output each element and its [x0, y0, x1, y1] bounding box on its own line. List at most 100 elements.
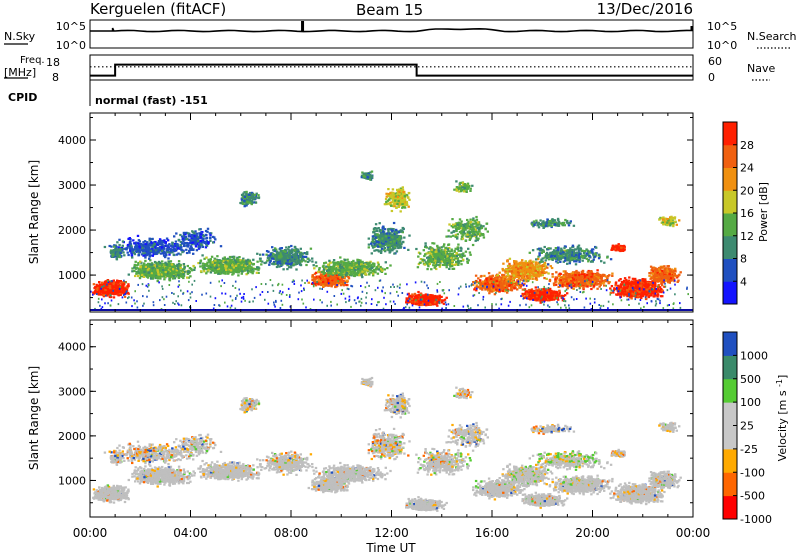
power-cell [342, 261, 346, 264]
power-cell [367, 265, 370, 268]
power-cell [166, 272, 169, 275]
power-cell [169, 268, 172, 271]
power-cell [369, 271, 372, 274]
power-cell [394, 236, 397, 239]
power-cell [243, 199, 246, 202]
power-cell [239, 260, 242, 263]
power-cell [231, 264, 234, 267]
power-cell [444, 248, 447, 252]
power-cell [166, 244, 169, 247]
power-cell [290, 244, 293, 248]
power-cell [443, 243, 446, 246]
power-cell [149, 263, 152, 266]
power-cell [108, 285, 111, 288]
power-cell [390, 228, 393, 231]
power-cell [255, 271, 259, 274]
power-cell [326, 269, 329, 272]
power-cell [137, 242, 140, 245]
power-cell [381, 247, 384, 250]
power-cell [112, 296, 116, 299]
power-cell [334, 285, 337, 289]
power-cell [138, 248, 141, 251]
power-cell [342, 284, 346, 287]
power-cell [189, 245, 192, 248]
power-cell [171, 241, 174, 244]
power-cell [378, 243, 382, 246]
power-cell [348, 263, 352, 266]
power-cell [410, 302, 414, 305]
power-cell [144, 243, 147, 246]
power-cell [392, 203, 396, 206]
power-scatter-cells [90, 170, 689, 311]
power-cell [109, 287, 112, 290]
power-cell [168, 243, 171, 246]
power-cell [242, 265, 246, 268]
power-cell [126, 251, 129, 254]
power-cell [117, 280, 121, 283]
power-cell [248, 259, 252, 262]
power-cell [182, 276, 185, 280]
power-cell [397, 205, 400, 208]
power-cell [140, 273, 144, 276]
power-cell [299, 247, 302, 250]
power-cell [95, 289, 98, 293]
power-cell [313, 267, 316, 270]
power-cell [203, 257, 206, 260]
power-cell [110, 245, 113, 248]
power-cell [398, 190, 401, 193]
power-cell [324, 279, 328, 282]
power-cell [377, 263, 380, 266]
power-cell [210, 264, 213, 267]
power-cell [138, 240, 141, 243]
power-cell [115, 282, 118, 285]
power-cell [245, 190, 248, 193]
power-cell [423, 296, 426, 299]
power-cell [177, 262, 181, 266]
power-cell [127, 283, 130, 286]
power-cell [259, 260, 262, 263]
power-cell [390, 209, 394, 213]
power-cell [120, 285, 124, 288]
power-cell [143, 245, 146, 248]
power-cell [391, 188, 395, 191]
power-cell [346, 262, 349, 265]
power-cell [174, 240, 178, 243]
power-cell [379, 233, 383, 236]
power-cell [130, 245, 133, 248]
power-cell [389, 264, 392, 267]
power-cell [167, 265, 170, 268]
power-cell [134, 260, 137, 263]
power-cell [177, 252, 180, 255]
power-cell [186, 264, 189, 268]
power-cell [116, 289, 119, 292]
power-cell [149, 269, 152, 272]
power-cell [386, 238, 390, 241]
power-cell [398, 193, 401, 196]
power-cell [162, 275, 166, 278]
power-cell [103, 294, 106, 297]
power-cell [269, 253, 272, 256]
power-cell [144, 256, 147, 259]
power-cell [309, 247, 313, 250]
power-cell [281, 251, 285, 254]
frequency-panel: Freq. [MHz] 18 8 60 0 Nave [4, 54, 775, 84]
power-cell [169, 260, 173, 263]
power-cell [131, 256, 134, 259]
power-cell [178, 272, 181, 275]
power-cell [186, 276, 189, 279]
power-cell [109, 290, 112, 293]
power-cell [167, 250, 170, 253]
power-cell [95, 283, 98, 286]
power-cell [185, 248, 188, 251]
power-cell [396, 188, 399, 191]
power-cell [430, 268, 433, 271]
power-cell [249, 199, 252, 202]
power-cell [116, 291, 119, 294]
power-cell [209, 258, 212, 261]
power-cell [171, 245, 174, 248]
power-cell [168, 253, 171, 256]
power-cell [100, 290, 103, 293]
power-cell [232, 261, 236, 264]
power-cell [281, 257, 284, 260]
power-cell [103, 290, 106, 293]
